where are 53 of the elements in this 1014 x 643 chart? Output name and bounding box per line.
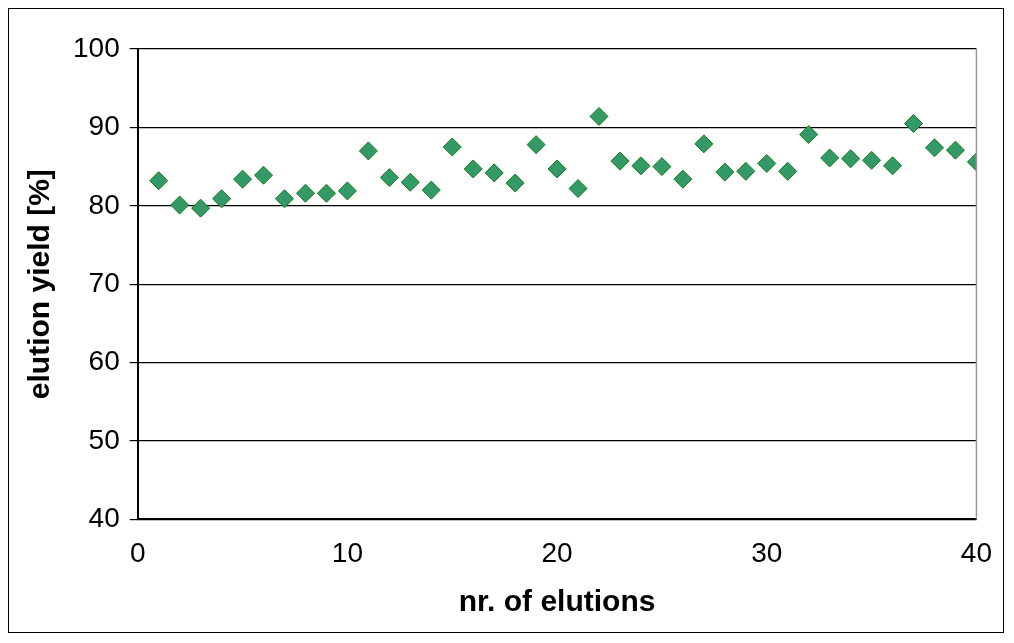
point — [547, 159, 567, 179]
point — [295, 183, 315, 203]
y-tick-label: 80 — [88, 188, 120, 220]
point — [715, 162, 735, 182]
point — [149, 171, 169, 191]
point — [505, 173, 525, 193]
x-tick-label: 10 — [331, 536, 363, 568]
point — [191, 198, 211, 218]
point — [904, 113, 924, 133]
point — [652, 157, 672, 177]
point — [610, 151, 630, 171]
point — [421, 180, 441, 200]
point — [568, 179, 588, 199]
y-tick-label: 70 — [88, 266, 120, 298]
point — [254, 165, 274, 185]
y-tick-label: 40 — [88, 502, 120, 534]
y-tick-label: 60 — [88, 345, 120, 377]
point — [316, 183, 336, 203]
point — [484, 163, 504, 183]
point — [820, 148, 840, 168]
point — [631, 156, 651, 176]
point — [337, 181, 357, 201]
point — [757, 153, 777, 173]
point — [526, 135, 546, 155]
point — [589, 106, 609, 126]
point — [924, 138, 944, 158]
point — [862, 150, 882, 170]
point — [945, 140, 965, 160]
point — [274, 189, 294, 209]
point — [358, 141, 378, 161]
y-tick-label: 50 — [88, 423, 120, 455]
point — [841, 149, 861, 169]
y-tick-label: 100 — [73, 31, 120, 63]
point — [442, 137, 462, 157]
point — [736, 161, 756, 181]
x-tick-label: 20 — [541, 536, 573, 568]
point — [212, 189, 232, 209]
point — [694, 134, 714, 154]
y-tick-label: 90 — [88, 110, 120, 142]
x-axis-title: nr. of elutions — [458, 584, 656, 618]
point — [778, 161, 798, 181]
point — [400, 172, 420, 192]
point — [799, 124, 819, 144]
x-tick-label: 0 — [129, 536, 146, 568]
point — [673, 169, 693, 189]
point — [379, 168, 399, 188]
y-axis-title: elution yield [%] — [22, 169, 56, 400]
point — [883, 156, 903, 176]
point — [463, 159, 483, 179]
point — [233, 169, 253, 189]
point — [170, 195, 190, 215]
x-tick-label: 40 — [960, 536, 993, 568]
x-tick-label: 30 — [751, 536, 783, 568]
